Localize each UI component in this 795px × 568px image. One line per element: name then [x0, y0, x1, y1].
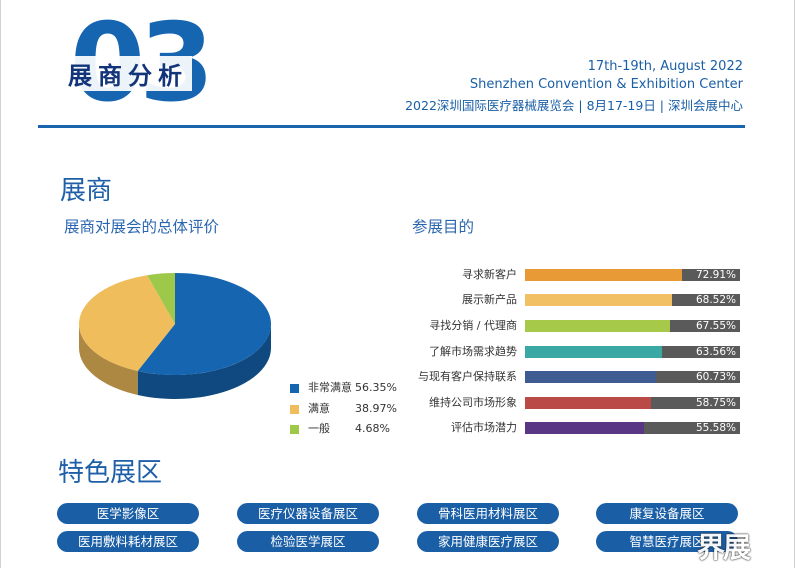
bar-value: 60.73% — [695, 371, 736, 383]
pie-slice-side — [79, 324, 138, 395]
zone-button[interactable]: 医学影像区 — [57, 503, 199, 524]
bar-fill — [525, 294, 673, 306]
legend-swatch — [290, 425, 299, 434]
legend-swatch — [290, 384, 299, 393]
bar-row: 了解市场需求趋势 63.56% — [400, 345, 745, 359]
legend-name: 非常满意 — [308, 381, 352, 394]
bar-fill — [525, 346, 662, 358]
zone-button[interactable]: 家用健康医疗展区 — [417, 531, 559, 552]
legend-name: 一般 — [308, 422, 330, 435]
zone-button[interactable]: 康复设备展区 — [596, 503, 738, 524]
pie-slice — [147, 273, 175, 324]
bar-value: 58.75% — [695, 397, 736, 409]
pie-slice — [78, 275, 175, 371]
left-border — [0, 0, 1, 568]
bar-fill — [525, 422, 645, 434]
bar-track: 55.58% — [525, 422, 740, 434]
zone-button[interactable]: 检验医学展区 — [237, 531, 379, 552]
bar-label: 寻求新客户 — [462, 268, 517, 281]
event-line: 2022深圳国际医疗器械展览会 | 8月17-19日 | 深圳会展中心 — [405, 98, 743, 113]
legend-swatch — [290, 405, 299, 414]
header-divider — [38, 125, 745, 128]
legend-value: 4.68% — [355, 422, 390, 435]
purpose-title: 参展目的 — [412, 218, 475, 236]
bar-track: 58.75% — [525, 397, 740, 409]
bar-value: 68.52% — [695, 294, 736, 306]
bar-track: 68.52% — [525, 294, 740, 306]
legend-value: 56.35% — [355, 381, 397, 394]
bar-label: 寻找分销 / 代理商 — [429, 319, 517, 332]
bar-fill — [525, 371, 656, 383]
exhibitor-heading: 展商 — [60, 176, 113, 206]
satisfaction-pie-chart — [78, 273, 272, 399]
bar-fill — [525, 397, 652, 409]
bar-row: 寻求新客户 72.91% — [400, 268, 745, 282]
bar-label: 与现有客户保持联系 — [418, 370, 517, 383]
legend-name: 满意 — [308, 402, 330, 415]
bar-value: 55.58% — [695, 422, 736, 434]
zone-button[interactable]: 医疗仪器设备展区 — [237, 503, 379, 524]
bar-label: 了解市场需求趋势 — [429, 345, 517, 358]
zones-heading: 特色展区 — [58, 458, 163, 488]
bar-track: 63.56% — [525, 346, 740, 358]
bar-label: 维持公司市场形象 — [429, 396, 517, 409]
bar-value: 72.91% — [695, 269, 736, 281]
bar-value: 63.56% — [695, 346, 736, 358]
bar-fill — [525, 320, 671, 332]
satisfaction-title: 展商对展会的总体评价 — [64, 218, 220, 236]
bar-value: 67.55% — [695, 320, 736, 332]
bar-fill — [525, 269, 682, 281]
bar-row: 维持公司市场形象 58.75% — [400, 396, 745, 410]
pie-slice — [137, 273, 272, 375]
bar-row: 寻找分销 / 代理商 67.55% — [400, 319, 745, 333]
bar-track: 72.91% — [525, 269, 740, 281]
zone-button[interactable]: 医用敷料耗材展区 — [57, 531, 199, 552]
bar-label: 展示新产品 — [462, 293, 517, 306]
pie-slice-side — [137, 324, 271, 399]
zone-button[interactable]: 骨科医用材料展区 — [417, 503, 559, 524]
event-date: 17th-19th, August 2022 — [587, 59, 743, 74]
watermark-logo: 界展 — [696, 531, 751, 564]
bar-row: 评估市场潜力 55.58% — [400, 421, 745, 435]
bar-track: 60.73% — [525, 371, 740, 383]
bar-row: 展示新产品 68.52% — [400, 293, 745, 307]
section-title: 展商分析 — [64, 56, 192, 91]
bar-label: 评估市场潜力 — [451, 421, 517, 434]
bar-track: 67.55% — [525, 320, 740, 332]
zone-button[interactable]: 智慧医疗展区 — [596, 531, 738, 552]
legend-value: 38.97% — [355, 402, 397, 415]
event-venue: Shenzhen Convention & Exhibition Center — [469, 77, 743, 92]
bar-row: 与现有客户保持联系 60.73% — [400, 370, 745, 384]
